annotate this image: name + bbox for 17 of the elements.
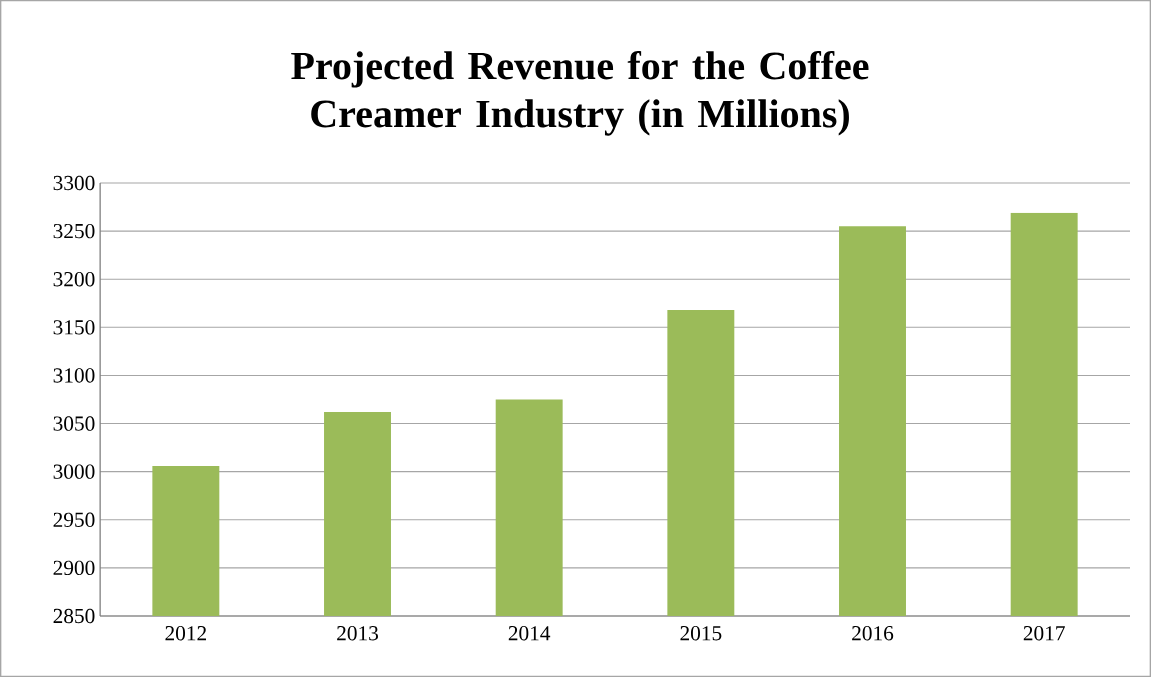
y-tick-label: 3250: [53, 223, 95, 239]
y-tick-label: 3150: [53, 320, 95, 335]
x-tick-label: 2014: [508, 626, 551, 641]
x-tick-label: 2012: [165, 626, 206, 641]
x-tick-label: 2013: [337, 626, 378, 641]
y-tick-label: 3100: [53, 368, 95, 383]
x-tick-label: 2016: [852, 626, 894, 641]
y-tick-label: 3300: [53, 175, 95, 191]
y-tick-label: 2850: [53, 608, 95, 624]
x-tick-label: 2015: [680, 626, 722, 641]
x-tick-label: 2017: [1023, 626, 1065, 641]
y-tick-label: 3050: [53, 416, 95, 431]
chart-title: Projected Revenue for the Coffee Creamer Industry (in Millions): [291, 50, 869, 136]
y-tick-label: 3200: [53, 272, 95, 287]
y-tick-label: 2950: [53, 512, 95, 527]
y-tick-label: 2900: [53, 560, 95, 576]
y-tick-label: 3000: [53, 464, 95, 479]
